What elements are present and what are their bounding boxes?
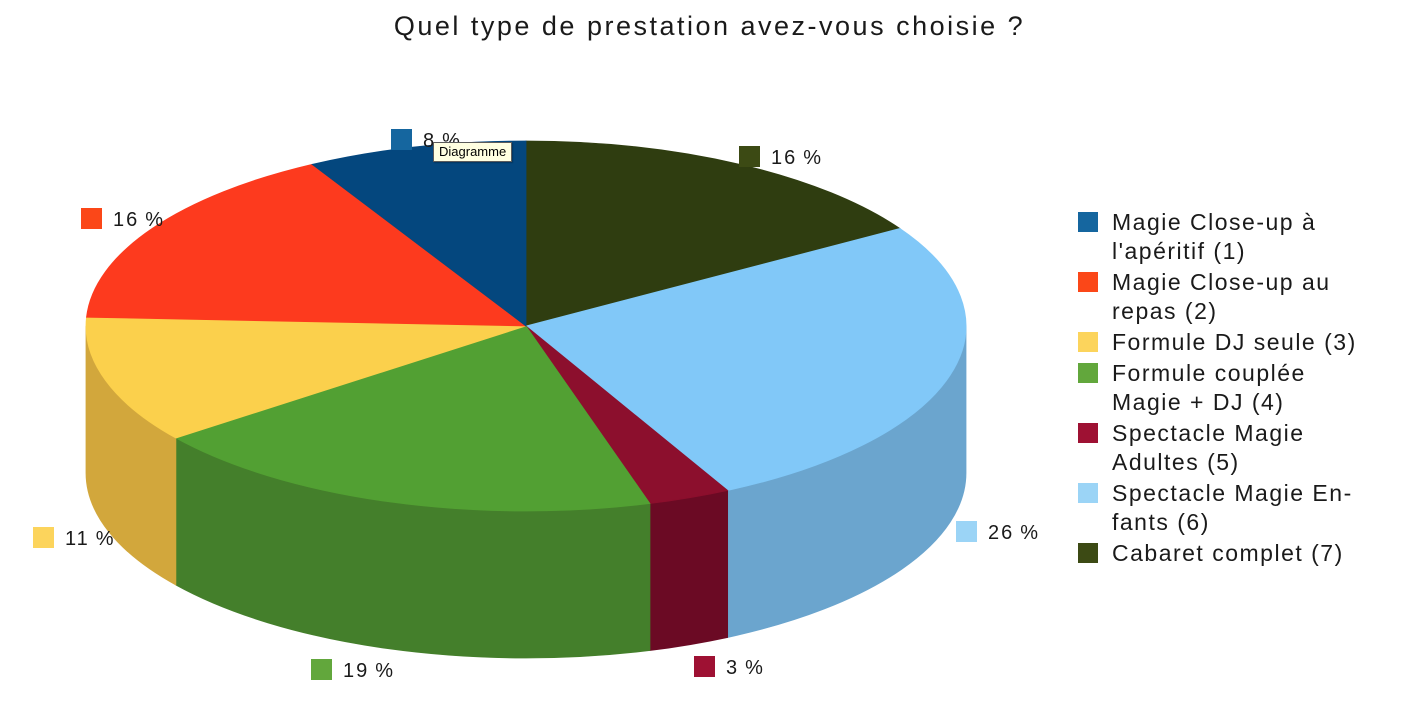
data-label-value-2: 16 % bbox=[113, 209, 165, 231]
hover-tooltip: Diagramme bbox=[433, 142, 513, 162]
pie-slice-4[interactable] bbox=[174, 325, 651, 512]
legend-item-6: Spectacle Magie En- fants (6) bbox=[1078, 479, 1408, 537]
data-label-swatch-4 bbox=[311, 659, 332, 680]
tooltip-text: Diagramme bbox=[439, 144, 507, 159]
legend-item-1: Magie Close-up à l'apéritif (1) bbox=[1078, 208, 1408, 266]
legend-item-2: Magie Close-up au repas (2) bbox=[1078, 268, 1408, 326]
legend-label-4: Formule couplée Magie + DJ (4) bbox=[1112, 360, 1306, 415]
data-label-swatch-3 bbox=[33, 527, 54, 548]
legend-item-3: Formule DJ seule (3) bbox=[1078, 328, 1408, 357]
legend-label-1: Magie Close-up à l'apéritif (1) bbox=[1112, 209, 1317, 264]
legend-swatch-6 bbox=[1078, 483, 1098, 503]
legend-item-4: Formule couplée Magie + DJ (4) bbox=[1078, 359, 1408, 417]
data-label-value-4: 19 % bbox=[343, 660, 395, 682]
pie-slice-2[interactable] bbox=[86, 163, 528, 327]
legend-swatch-4 bbox=[1078, 363, 1098, 383]
data-label-value-3: 11 % bbox=[65, 528, 116, 550]
data-labels: 8 %16 %11 %19 % 3 %26 %16 % bbox=[33, 129, 1040, 682]
legend-label-2: Magie Close-up au repas (2) bbox=[1112, 269, 1331, 324]
pie-top-surfaces bbox=[85, 140, 967, 512]
legend-item-7: Cabaret complet (7) bbox=[1078, 539, 1408, 568]
data-label-swatch-7 bbox=[739, 146, 760, 167]
pie-slice-6[interactable] bbox=[525, 228, 967, 491]
legend-label-3: Formule DJ seule (3) bbox=[1112, 329, 1357, 355]
legend-swatch-1 bbox=[1078, 212, 1098, 232]
legend-item-5: Spectacle Magie Adultes (5) bbox=[1078, 419, 1408, 477]
data-label-swatch-5 bbox=[694, 656, 715, 677]
pie-slice-3[interactable] bbox=[85, 316, 527, 439]
legend-swatch-7 bbox=[1078, 543, 1098, 563]
legend-swatch-5 bbox=[1078, 423, 1098, 443]
legend-label-7: Cabaret complet (7) bbox=[1112, 540, 1344, 566]
legend-label-6: Spectacle Magie En- fants (6) bbox=[1112, 480, 1353, 535]
data-label-value-6: 26 % bbox=[988, 522, 1040, 544]
data-label-value-7: 16 % bbox=[771, 147, 823, 169]
pie-slice-1[interactable] bbox=[311, 140, 527, 327]
chart-legend[interactable]: Magie Close-up à l'apéritif (1) Magie Clo… bbox=[1078, 208, 1408, 570]
data-label-value-5: 3 % bbox=[726, 657, 765, 679]
chart-title: Quel type de prestation avez-vous choisi… bbox=[393, 11, 1026, 41]
pie-slice-side-5[interactable] bbox=[649, 489, 729, 651]
legend-swatch-3 bbox=[1078, 332, 1098, 352]
data-label-swatch-6 bbox=[956, 521, 977, 542]
legend-swatch-2 bbox=[1078, 272, 1098, 292]
data-label-swatch-2 bbox=[81, 208, 102, 229]
pie-side-walls bbox=[85, 325, 967, 659]
data-label-swatch-1 bbox=[391, 129, 412, 150]
legend-label-5: Spectacle Magie Adultes (5) bbox=[1112, 420, 1305, 475]
